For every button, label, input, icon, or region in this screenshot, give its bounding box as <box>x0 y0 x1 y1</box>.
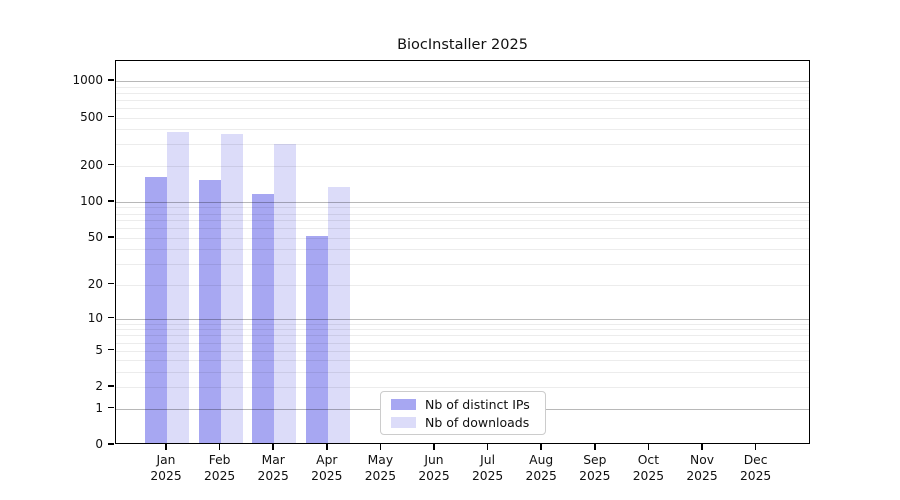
x-tick-mark <box>754 444 757 450</box>
y-tick-mark <box>108 385 114 387</box>
x-tick-mark <box>326 444 328 450</box>
x-tick-label-aug: Aug 2025 <box>509 453 573 484</box>
year-label: 2025 <box>418 468 450 483</box>
month-label: Jan <box>156 453 176 467</box>
x-tick-mark <box>379 444 382 450</box>
y-tick-label: 200 <box>80 157 103 172</box>
legend-swatch-icon <box>391 398 416 410</box>
x-tick-mark <box>647 444 650 450</box>
plot-area: Nb of distinct IPs Nb of downloads <box>115 60 810 444</box>
month-label: Aug <box>529 453 554 467</box>
x-tick-label-feb: Feb 2025 <box>188 453 252 484</box>
gridline-minor <box>116 99 809 101</box>
legend-item: Nb of downloads <box>381 415 545 430</box>
gridline-minor <box>116 86 809 88</box>
legend-label: Nb of distinct IPs <box>425 396 530 412</box>
y-tick-mark <box>108 316 114 319</box>
y-tick-mark <box>108 115 114 118</box>
y-tick-label: 1 <box>95 400 103 415</box>
year-label: 2025 <box>311 468 343 483</box>
month-label: Apr <box>316 453 338 467</box>
x-tick-mark <box>165 444 167 450</box>
x-tick-mark <box>701 444 703 450</box>
y-tick-label: 500 <box>80 109 103 124</box>
bar-downloads-feb <box>220 134 243 443</box>
x-tick-mark <box>218 444 221 450</box>
month-label: Sep <box>583 453 607 467</box>
bar-distinct-ips-mar <box>252 193 275 443</box>
bar-distinct-ips-apr <box>305 235 328 443</box>
x-tick-label-mar: Mar 2025 <box>241 453 305 484</box>
month-label: Oct <box>637 453 660 467</box>
year-label: 2025 <box>686 468 718 483</box>
x-tick-mark <box>540 444 542 450</box>
x-tick-label-jul: Jul 2025 <box>456 453 520 484</box>
month-label: Mar <box>261 453 285 467</box>
month-label: May <box>367 453 394 467</box>
month-label: Jun <box>424 453 444 467</box>
year-label: 2025 <box>579 468 611 483</box>
y-tick-mark <box>108 443 114 445</box>
y-tick-label: 100 <box>80 193 103 208</box>
legend-label: Nb of downloads <box>425 414 530 430</box>
y-tick-mark <box>108 200 114 202</box>
bar-distinct-ips-feb <box>198 180 221 443</box>
x-tick-mark <box>433 444 435 450</box>
x-tick-mark <box>272 444 274 450</box>
x-tick-label-jan: Jan 2025 <box>134 453 198 484</box>
month-label: Dec <box>743 453 768 467</box>
y-tick-label: 20 <box>87 276 103 291</box>
y-tick-mark <box>108 236 114 238</box>
x-tick-mark <box>486 444 489 450</box>
bar-downloads-jan <box>167 132 189 443</box>
gridline-minor <box>116 107 809 109</box>
year-label: 2025 <box>471 468 504 483</box>
gridline-minor <box>116 117 809 119</box>
legend-item: Nb of distinct IPs <box>381 397 545 412</box>
year-label: 2025 <box>525 468 557 483</box>
bar-downloads-mar <box>274 144 297 443</box>
y-tick-label: 5 <box>95 342 103 357</box>
year-label: 2025 <box>364 468 397 483</box>
y-tick-label: 50 <box>87 229 103 244</box>
x-tick-mark <box>594 444 596 450</box>
x-tick-label-dec: Dec 2025 <box>724 453 788 484</box>
month-label: Nov <box>690 453 714 467</box>
x-tick-label-may: May 2025 <box>348 453 412 484</box>
y-tick-label: 0 <box>95 437 103 451</box>
y-tick-mark <box>108 282 114 285</box>
year-label: 2025 <box>150 468 182 483</box>
gridline-minor <box>116 92 809 94</box>
legend-swatch-icon <box>391 416 416 428</box>
bar-distinct-ips-jan <box>145 176 167 443</box>
y-tick-mark <box>108 406 114 409</box>
y-tick-label: 1000 <box>72 73 103 87</box>
year-label: 2025 <box>203 468 236 483</box>
month-label: Jul <box>480 453 496 467</box>
y-tick-mark <box>108 163 114 166</box>
gridline-minor <box>116 129 809 131</box>
year-label: 2025 <box>739 468 772 483</box>
chart-legend: Nb of distinct IPs Nb of downloads <box>380 391 546 435</box>
year-label: 2025 <box>632 468 665 483</box>
y-tick-mark <box>108 348 114 351</box>
year-label: 2025 <box>257 468 289 483</box>
x-tick-label-nov: Nov 2025 <box>670 453 734 484</box>
x-tick-label-apr: Apr 2025 <box>295 453 359 484</box>
bar-downloads-apr <box>327 187 350 443</box>
gridline-major <box>116 81 809 82</box>
y-tick-label: 2 <box>95 379 103 394</box>
y-tick-label: 10 <box>87 310 103 325</box>
y-tick-mark <box>108 79 114 81</box>
chart-title: BiocInstaller 2025 <box>397 37 528 53</box>
x-tick-label-sep: Sep 2025 <box>563 453 627 484</box>
month-label: Feb <box>208 453 231 467</box>
x-tick-label-oct: Oct 2025 <box>616 453 680 484</box>
x-tick-label-jun: Jun 2025 <box>402 453 466 484</box>
